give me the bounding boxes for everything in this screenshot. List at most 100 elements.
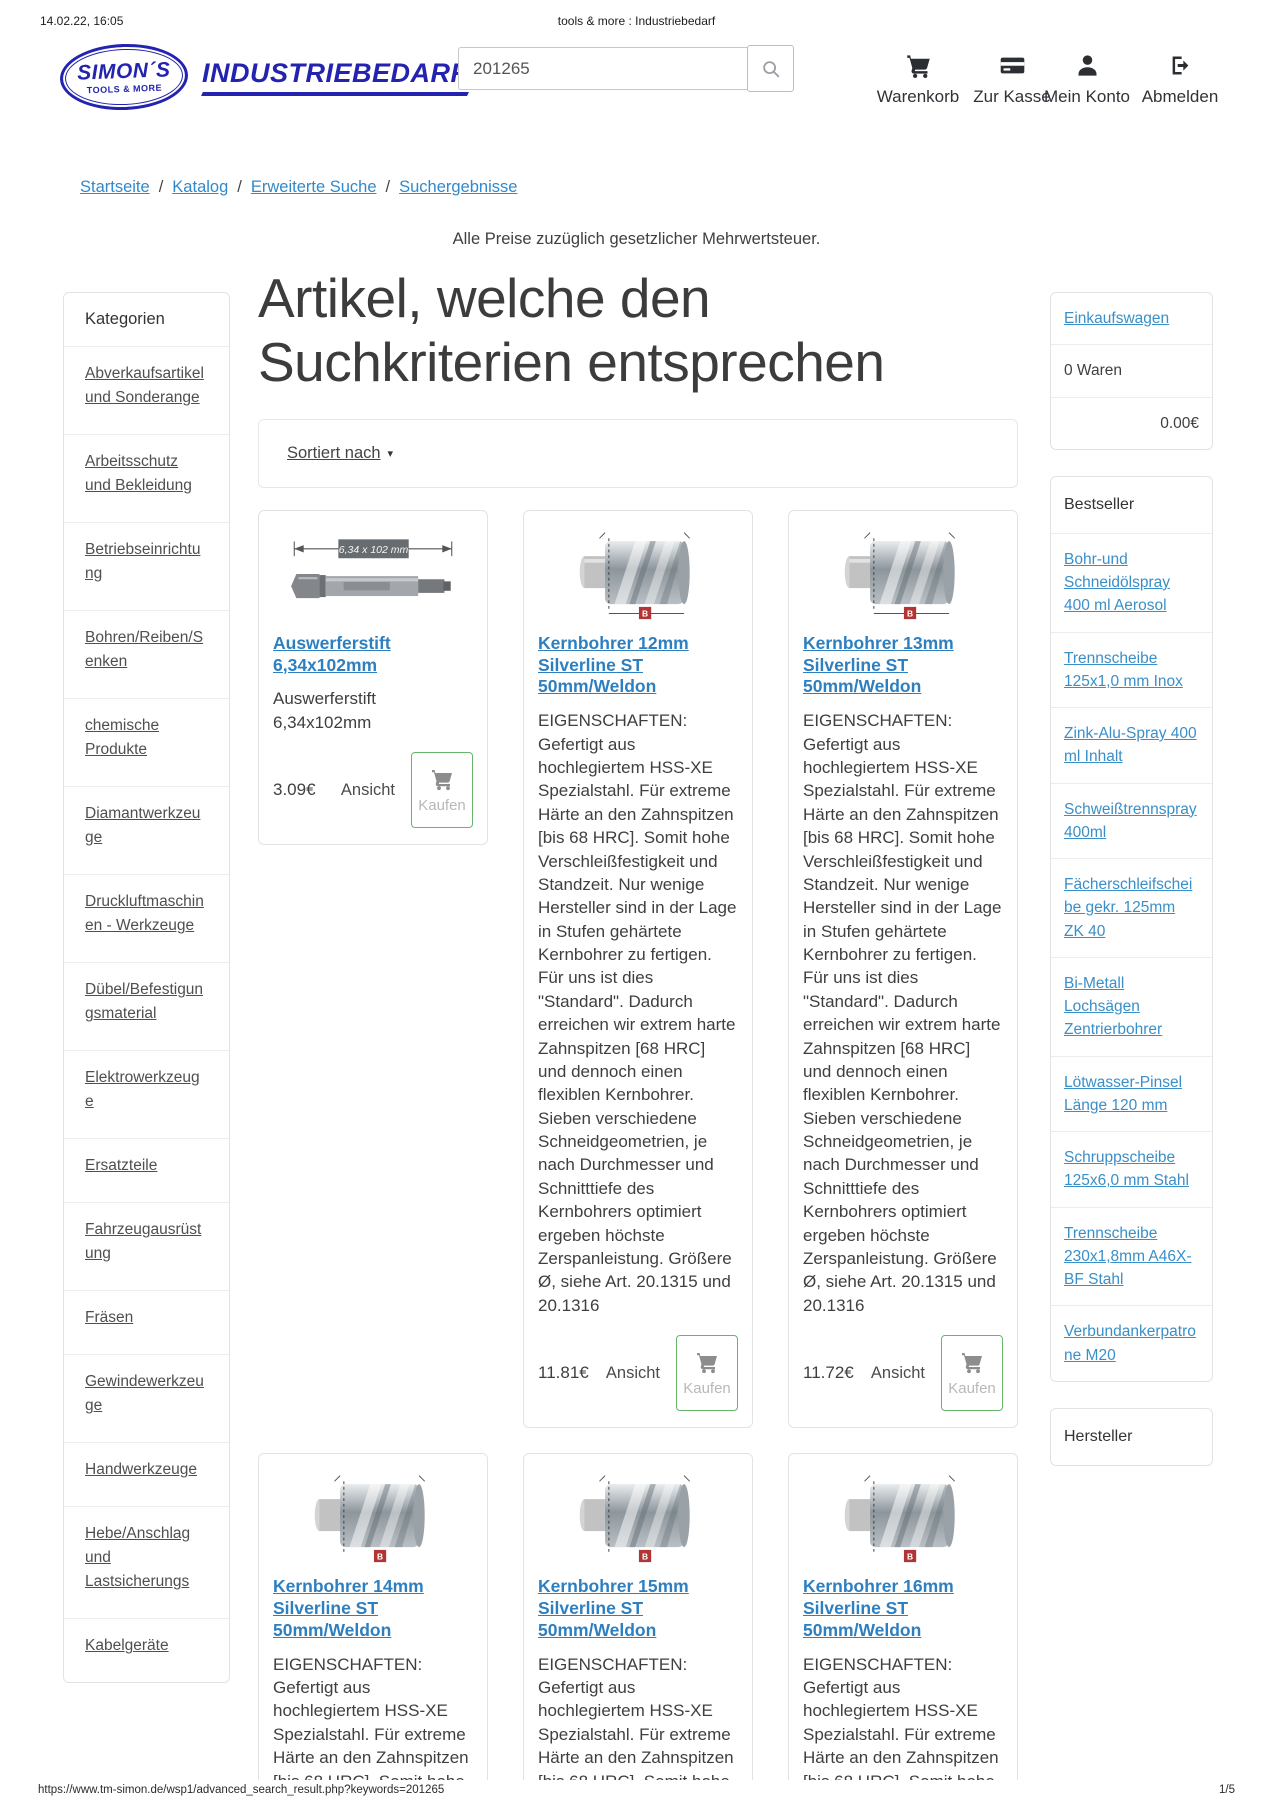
category-link[interactable]: Diamantwerkzeuge (85, 805, 201, 847)
dimension-label: B (642, 608, 648, 618)
product-description: Auswerferstift 6,34x102mm (273, 689, 376, 732)
logo-brand-text: INDUSTRIEBEDARF (201, 58, 469, 96)
categories-title: Kategorien (85, 310, 165, 328)
product-description: EIGENSCHAFTEN: Gefertigt aus hochlegiert… (538, 711, 737, 1315)
nav-account-label: Mein Konto (1044, 87, 1130, 106)
bestseller-link[interactable]: Lötwasser-Pinsel Länge 120 mm (1064, 1073, 1183, 1114)
dimension-label: B (907, 1551, 913, 1561)
category-link[interactable]: Ersatzteile (85, 1157, 158, 1175)
bestseller-link[interactable]: Schweißtrennspray 400ml (1064, 800, 1197, 841)
category-link[interactable]: Hebe/Anschlag und Lastsicherungs (85, 1525, 191, 1591)
category-item: Gewindewerkzeuge (64, 1354, 229, 1442)
category-link[interactable]: chemische Produkte (85, 717, 160, 759)
bestseller-link[interactable]: Schruppscheibe 125x6,0 mm Stahl (1064, 1149, 1189, 1190)
nav-cart[interactable]: Warenkorb (875, 52, 961, 109)
buy-button[interactable]: Kaufen (941, 1335, 1003, 1412)
sort-dropdown[interactable]: Sortiert nach (287, 444, 393, 463)
cart-link[interactable]: Einkaufswagen (1064, 310, 1170, 327)
product-title-link[interactable]: Auswerferstift 6,34x102mm (273, 632, 391, 675)
logout-icon (1172, 56, 1188, 75)
cart-icon (906, 55, 930, 78)
bestseller-item: Zink-Alu-Spray 400 ml Inhalt (1051, 707, 1212, 783)
product-description: EIGENSCHAFTEN: Gefertigt aus hochlegiert… (803, 1654, 999, 1780)
user-icon (1078, 55, 1096, 76)
bestseller-link[interactable]: Bi-Metall Lochsägen Zentrierbohrer (1064, 974, 1163, 1039)
category-link[interactable]: Abverkaufsartikel und Sonderange (85, 365, 204, 407)
breadcrumb-search-results[interactable]: Suchergebnisse (399, 178, 518, 196)
category-item: Arbeitsschutz und Bekleidung (64, 434, 229, 522)
product-image-core-drill: B (538, 1470, 738, 1564)
category-item: Abverkaufsartikel und Sonderange (64, 346, 229, 434)
breadcrumb-advanced-search[interactable]: Erweiterte Suche (250, 178, 377, 196)
category-item: Betriebseinrichtung (64, 522, 229, 610)
dimension-label: B (377, 1551, 383, 1561)
category-link[interactable]: Betriebseinrichtung (85, 541, 201, 583)
print-document-title: tools & more : Industriebedarf (557, 14, 716, 28)
bestseller-link[interactable]: Trennscheibe 230x1,8mm A46X-BF Stahl (1064, 1224, 1192, 1289)
category-link[interactable]: Kabelgeräte (85, 1637, 169, 1655)
buy-button-label: Kaufen (418, 796, 466, 814)
dimension-label: 6,34 x 102 mm (339, 544, 409, 556)
breadcrumb-separator (159, 178, 164, 196)
category-link[interactable]: Fahrzeugausrüstung (85, 1221, 202, 1263)
vat-notice: Alle Preise zuzüglich gesetzlicher Mehrw… (452, 230, 821, 248)
bestseller-item: Bi-Metall Lochsägen Zentrierbohrer (1051, 956, 1212, 1056)
bestseller-item: Bohr-und Schneidölspray 400 ml Aerosol (1051, 532, 1212, 632)
category-item: Handwerkzeuge (64, 1442, 229, 1506)
nav-account[interactable]: Mein Konto (1044, 52, 1130, 109)
bestseller-item: Verbundankerpatrone M20 (1051, 1305, 1212, 1381)
nav-logout[interactable]: Abmelden (1137, 52, 1223, 109)
bestseller-item: Trennscheibe 125x1,0 mm Inox (1051, 631, 1212, 708)
product-title-link[interactable]: Kernbohrer 15mm Silverline ST 50mm/Weldo… (538, 1576, 689, 1640)
breadcrumb-home[interactable]: Startseite (80, 178, 150, 196)
cart-count: 0 Waren (1051, 344, 1212, 396)
category-link[interactable]: Druckluftmaschinen - Werkzeuge (85, 893, 204, 935)
nav-checkout-label: Zur Kasse (973, 87, 1051, 106)
product-description: EIGENSCHAFTEN: Gefertigt aus hochlegiert… (273, 1654, 469, 1780)
search-button[interactable] (747, 45, 794, 92)
category-link[interactable]: Bohren/Reiben/Senken (85, 629, 204, 671)
bestseller-link[interactable]: Trennscheibe 125x1,0 mm Inox (1064, 649, 1183, 690)
bestseller-link[interactable]: Zink-Alu-Spray 400 ml Inhalt (1064, 725, 1197, 766)
category-link[interactable]: Elektrowerkzeuge (85, 1069, 200, 1111)
bestseller-link[interactable]: Bohr-und Schneidölspray 400 ml Aerosol (1064, 550, 1170, 615)
product-image-core-drill: B (803, 527, 1003, 621)
logo-oval: SIMON´S TOOLS & MORE (58, 41, 190, 113)
cart-summary-box: Einkaufswagen 0 Waren 0.00€ (1050, 292, 1213, 450)
category-link[interactable]: Fräsen (85, 1309, 134, 1327)
print-footer-page-number: 1/5 (1219, 1784, 1235, 1796)
buy-button[interactable]: Kaufen (676, 1335, 738, 1412)
bestseller-link[interactable]: Verbundankerpatrone M20 (1064, 1323, 1196, 1364)
product-description: EIGENSCHAFTEN: Gefertigt aus hochlegiert… (538, 1654, 734, 1780)
nav-checkout[interactable]: Zur Kasse (969, 52, 1055, 109)
bestseller-title: Bestseller (1064, 495, 1135, 513)
view-button[interactable]: Ansicht (334, 772, 401, 808)
product-card: B Kernbohrer 13mm Silverline ST 50mm/Wel… (788, 509, 1018, 1429)
product-title-link[interactable]: Kernbohrer 14mm Silverline ST 50mm/Weldo… (273, 1576, 424, 1640)
category-link[interactable]: Handwerkzeuge (85, 1461, 198, 1479)
category-link[interactable]: Dübel/Befestigungsmaterial (85, 981, 204, 1023)
product-description: EIGENSCHAFTEN: Gefertigt aus hochlegiert… (803, 711, 1002, 1315)
product-card: B Kernbohrer 14mm Silverline ST 50mm/Wel… (258, 1453, 488, 1780)
buy-button[interactable]: Kaufen (411, 752, 473, 829)
shop-logo[interactable]: SIMON´S TOOLS & MORE INDUSTRIEBEDARF (58, 41, 469, 113)
view-button[interactable]: Ansicht (599, 1355, 666, 1391)
breadcrumb-catalog[interactable]: Katalog (172, 178, 229, 196)
print-datetime: 14.02.22, 16:05 (40, 14, 124, 28)
breadcrumb-separator (237, 178, 242, 196)
credit-card-icon (1000, 57, 1024, 74)
logo-main-text: SIMON´S (76, 57, 171, 85)
right-sidebar: Einkaufswagen 0 Waren 0.00€ Bestseller B… (1050, 292, 1213, 1492)
product-title-link[interactable]: Kernbohrer 16mm Silverline ST 50mm/Weldo… (803, 1576, 954, 1640)
category-item: Kabelgeräte (64, 1618, 229, 1682)
bestseller-box: Bestseller Bohr-und Schneidölspray 400 m… (1050, 475, 1213, 1382)
view-button[interactable]: Ansicht (864, 1355, 931, 1391)
category-link[interactable]: Gewindewerkzeuge (85, 1373, 204, 1415)
search-input[interactable] (458, 47, 748, 90)
bestseller-link[interactable]: Fächerschleifscheibe gekr. 125mm ZK 40 (1064, 876, 1193, 940)
categories-sidebar: Kategorien Abverkaufsartikel und Sondera… (63, 292, 230, 1684)
product-title-link[interactable]: Kernbohrer 13mm Silverline ST 50mm/Weldo… (803, 632, 954, 697)
category-item: Fräsen (64, 1290, 229, 1354)
product-title-link[interactable]: Kernbohrer 12mm Silverline ST 50mm/Weldo… (538, 632, 689, 697)
category-link[interactable]: Arbeitsschutz und Bekleidung (85, 453, 192, 495)
